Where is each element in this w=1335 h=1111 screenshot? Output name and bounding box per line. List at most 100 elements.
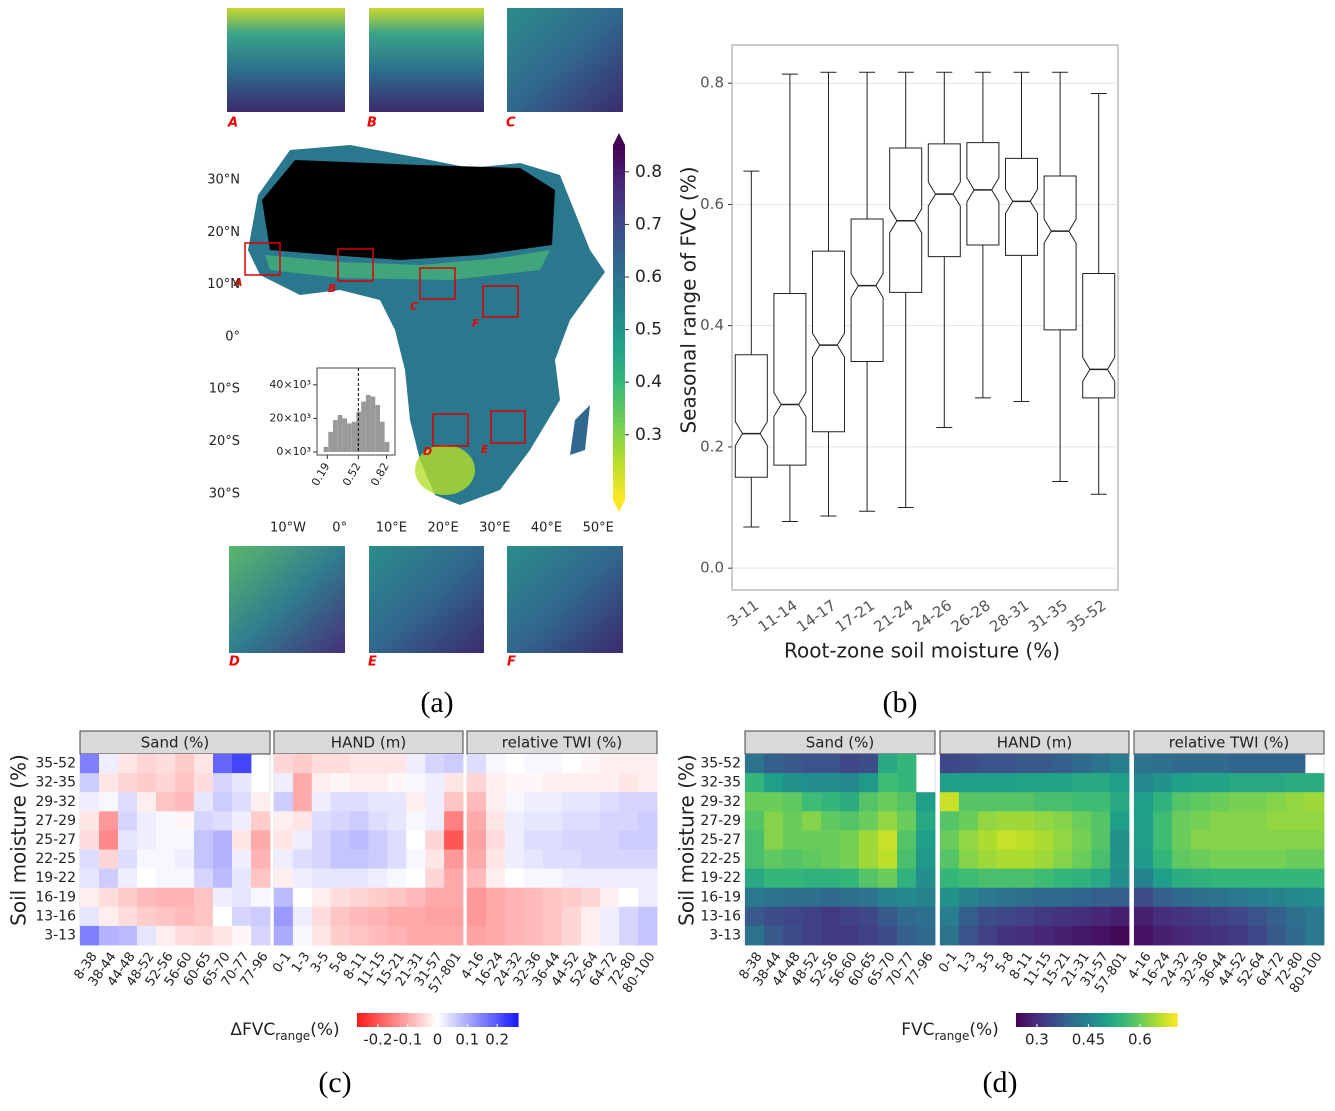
heatmap-cell <box>232 849 252 869</box>
heatmap-cell <box>562 868 582 889</box>
heatmap-cell <box>1172 773 1192 793</box>
heatmap-cell <box>486 906 506 927</box>
heatmap-cell <box>1210 811 1230 831</box>
colorbar-segment <box>1107 1013 1111 1027</box>
heatmap-cell <box>1053 792 1073 812</box>
region-boxes <box>244 242 526 447</box>
heatmap-cell <box>958 906 979 927</box>
colorbar-segment <box>613 352 625 359</box>
heatmap-cell <box>783 906 803 927</box>
colorbar-segment <box>613 482 625 489</box>
heatmap-cell <box>1229 925 1249 946</box>
colorbar-segment <box>1037 1013 1041 1027</box>
heatmap-cell <box>783 792 803 812</box>
heatmap-cell <box>137 849 157 869</box>
heatmap-cell <box>1191 830 1211 850</box>
colorbar-segment <box>389 1013 393 1027</box>
heatmap-cell <box>1153 754 1173 774</box>
x-tick-label: 0.19 <box>309 461 333 489</box>
heatmap-cell <box>330 792 350 812</box>
colorbar-segment <box>613 233 625 241</box>
heatmap-cell <box>406 811 426 831</box>
heatmap-cell <box>213 811 233 831</box>
heatmap-cell <box>1110 754 1130 774</box>
heatmap-cell <box>1110 811 1130 831</box>
heatmap-cell <box>764 830 784 850</box>
heatmap-cell <box>274 868 294 889</box>
heatmap-cell <box>425 792 445 812</box>
heatmap-cell <box>600 792 620 812</box>
heatmap-cell <box>619 868 639 889</box>
heatmap-cell <box>137 773 157 793</box>
colorbar-segment <box>1160 1013 1165 1027</box>
heatmap-cell <box>562 887 582 908</box>
box <box>966 142 1000 246</box>
histogram-bar <box>328 431 333 452</box>
heatmap-cell <box>996 868 1016 889</box>
heatmap-cell <box>840 925 860 946</box>
facet-title: relative TWI (%) <box>1169 734 1290 752</box>
heatmap-cell <box>840 830 860 850</box>
heatmap-cell <box>80 830 100 850</box>
region-label: A <box>233 276 243 289</box>
heatmap-cell <box>1091 925 1111 946</box>
heatmap-cell <box>878 811 898 831</box>
colorbar-segment <box>1142 1013 1146 1027</box>
heatmap-cell <box>878 887 898 908</box>
region-label: E <box>481 443 489 456</box>
heatmap-cell <box>99 811 119 831</box>
heatmap-cell <box>330 830 350 850</box>
y-tick-label: 19-22 <box>700 870 741 886</box>
heatmap-cell <box>99 906 119 927</box>
heatmap-cell <box>1134 754 1154 774</box>
heatmap-cell <box>467 754 487 774</box>
colorbar-segment <box>1152 1013 1157 1027</box>
heatmap-cell <box>1191 868 1211 889</box>
heatmap-cell <box>940 906 960 927</box>
colorbar-extend <box>613 133 625 145</box>
heatmap-cell <box>783 868 803 889</box>
colorbar-segment <box>1096 1013 1100 1027</box>
heatmap-cell <box>1286 868 1306 889</box>
heatmap-cell <box>638 754 658 774</box>
heatmap-cell <box>1034 868 1054 889</box>
colorbar-segment <box>1048 1013 1052 1027</box>
heatmap-cell <box>638 925 658 946</box>
heatmap-cell <box>486 792 506 812</box>
heatmap-cell <box>232 792 252 812</box>
colorbar-title: ΔFVCrange(%) <box>230 1020 339 1043</box>
heatmap-cell <box>840 773 860 793</box>
heatmap-cell <box>1053 925 1073 946</box>
colorbar-segment <box>1029 1013 1033 1027</box>
heatmap-cell <box>406 925 426 946</box>
heatmap-cell <box>821 925 841 946</box>
heatmap-cell <box>99 792 119 812</box>
heatmap-cell <box>1015 773 1035 793</box>
heatmap-cell <box>387 754 407 774</box>
thumbnail <box>369 8 484 112</box>
y-tick-label: 27-29 <box>35 813 76 829</box>
heatmap-cell <box>274 849 294 869</box>
heatmap-cell <box>1091 830 1111 850</box>
x-axis-title: Root-zone soil moisture (%) <box>784 639 1060 663</box>
colorbar-segment <box>1083 1013 1087 1027</box>
heatmap-cell <box>802 792 822 812</box>
heatmap-cell <box>1134 773 1154 793</box>
heatmap-cell <box>349 811 369 831</box>
heatmap-cell <box>1091 811 1111 831</box>
heatmap-cell <box>1210 773 1230 793</box>
heatmap-cell <box>80 887 100 908</box>
lat-label: 30°S <box>209 486 240 501</box>
facet-title: HAND (m) <box>997 734 1072 752</box>
y-tick-label: 35-52 <box>35 756 76 772</box>
region-label: B <box>328 282 336 295</box>
heatmap-cell <box>745 792 765 812</box>
heatmap-cell <box>232 754 252 774</box>
heatmap-cell <box>916 830 936 850</box>
y-tick-label: 0.0 <box>700 559 724 577</box>
heatmap-cell <box>406 849 426 869</box>
facet-title: relative TWI (%) <box>502 734 623 752</box>
heatmap-cell <box>878 849 898 869</box>
heatmap-cell <box>897 830 917 850</box>
lat-label: 20°N <box>207 225 240 240</box>
